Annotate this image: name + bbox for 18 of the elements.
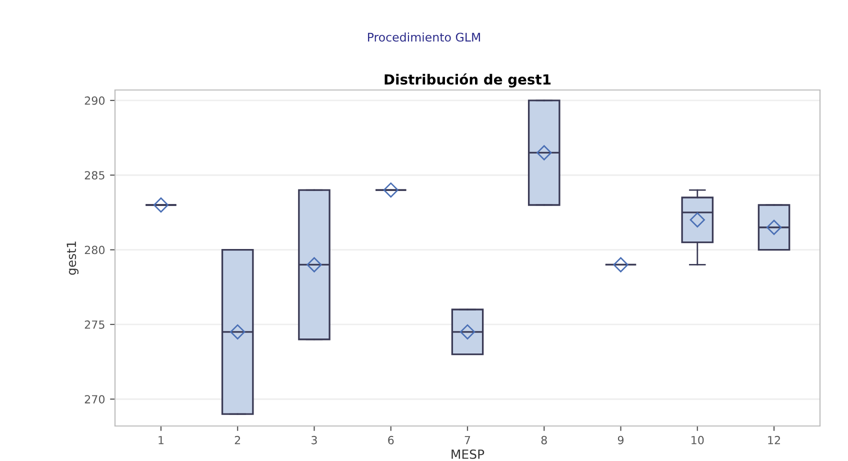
x-tick-label: 12 [768, 436, 780, 444]
y-tick-label: 290 [84, 96, 105, 105]
y-tick-label: 280 [84, 246, 105, 254]
y-tick-label: 285 [84, 171, 104, 180]
chart-subtitle: Procedimiento GLM [368, 32, 480, 42]
y-axis-title: gest1 [66, 242, 79, 275]
x-tick-label: 7 [464, 436, 470, 444]
x-tick-label: 8 [541, 436, 547, 444]
x-tick-label: 1 [158, 436, 164, 444]
x-tick-label: 2 [234, 436, 240, 444]
y-tick-label: 270 [84, 395, 105, 404]
chart-title: Distribución de gest1 [384, 73, 551, 88]
x-tick-label: 10 [692, 436, 704, 444]
x-tick-label: 9 [618, 436, 624, 444]
y-tick-label: 275 [84, 320, 104, 329]
x-tick-label: 6 [388, 436, 394, 444]
x-tick-label: 3 [312, 436, 317, 444]
x-axis-title: MESP [452, 449, 484, 459]
